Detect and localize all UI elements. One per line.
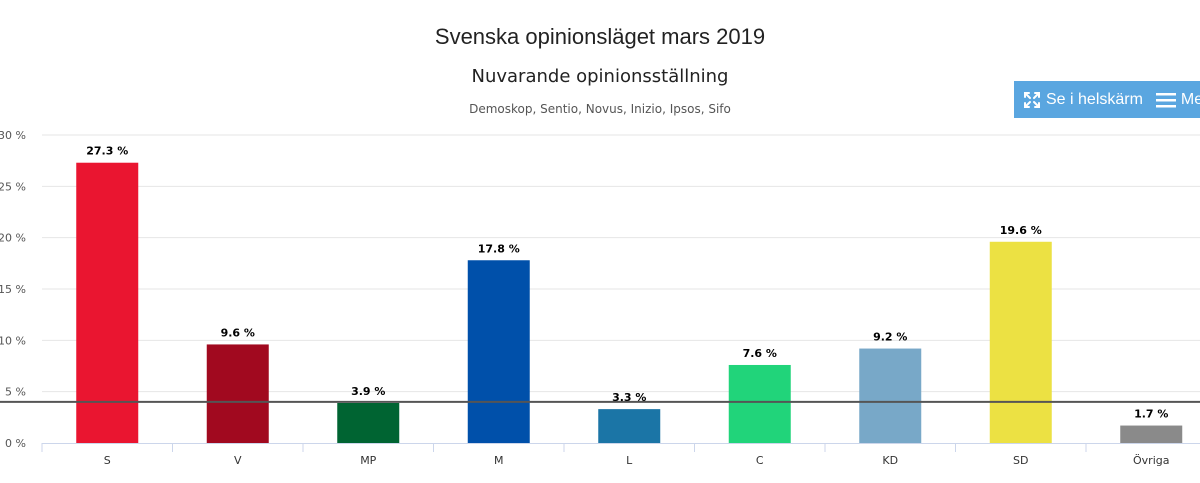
fullscreen-icon — [1024, 91, 1040, 108]
bar-kd[interactable] — [859, 348, 922, 443]
data-label: 17.8 % — [478, 242, 520, 255]
bar-v[interactable] — [206, 344, 269, 443]
x-tick-label: MP — [360, 454, 376, 467]
chart-subtitle: Demoskop, Sentio, Novus, Inizio, Ipsos, … — [469, 102, 731, 116]
data-label: 3.3 % — [612, 391, 646, 404]
hamburger-menu-icon — [1155, 92, 1176, 107]
x-tick-label: V — [234, 454, 242, 467]
x-tick-label: M — [494, 454, 504, 467]
chart-title: Nuvarande opinionsställning — [471, 66, 729, 87]
x-tick-label: L — [626, 454, 633, 467]
data-label: 1.7 % — [1134, 408, 1168, 421]
bar-m[interactable] — [467, 260, 530, 443]
x-tick-label: C — [756, 454, 764, 467]
data-label: 3.9 % — [351, 385, 385, 398]
data-label: 27.3 % — [86, 145, 128, 158]
y-tick-label: 15 % — [0, 283, 26, 296]
x-tick-label: Övriga — [1133, 454, 1169, 467]
y-axis: 0 % 5 % 10 % 15 % 20 % 25 % 30 % — [0, 129, 26, 450]
y-tick-label: 20 % — [0, 232, 26, 245]
x-tick-label: KD — [882, 454, 898, 467]
bar-övriga[interactable] — [1120, 425, 1183, 443]
menu-label: Meny — [1180, 90, 1200, 108]
y-tick-label: 30 % — [0, 129, 26, 142]
data-labels: 27.3 % 9.6 % 3.9 % 17.8 % 3.3 % 7.6 % 9.2 % 19.… — [86, 145, 1168, 421]
data-label: 9.6 % — [221, 326, 255, 339]
chart-toolbar: Se i helskärm Meny — [1014, 81, 1200, 118]
fullscreen-label: Se i helskärm — [1046, 90, 1143, 108]
bar-s[interactable] — [76, 162, 139, 443]
x-axis: S V MP M L C KD SD Övriga — [41, 443, 1200, 467]
x-tick-label: S — [104, 454, 111, 467]
data-label: 9.2 % — [873, 331, 907, 344]
data-label: 7.6 % — [743, 347, 777, 360]
y-tick-label: 5 % — [5, 386, 26, 399]
y-tick-label: 25 % — [0, 180, 26, 193]
page-title: Svenska opinionsläget mars 2019 — [434, 24, 766, 49]
bar-mp[interactable] — [337, 402, 400, 443]
x-tick-label: SD — [1013, 454, 1028, 467]
bar-sd[interactable] — [989, 241, 1052, 443]
fullscreen-button[interactable]: Se i helskärm — [1022, 90, 1143, 110]
y-tick-label: 10 % — [0, 334, 26, 347]
bars — [76, 162, 1183, 443]
data-label: 19.6 % — [1000, 224, 1042, 237]
menu-button[interactable]: Meny — [1155, 90, 1200, 110]
bar-l[interactable] — [598, 409, 661, 443]
y-tick-label: 0 % — [5, 437, 26, 450]
bar-c[interactable] — [728, 364, 791, 443]
